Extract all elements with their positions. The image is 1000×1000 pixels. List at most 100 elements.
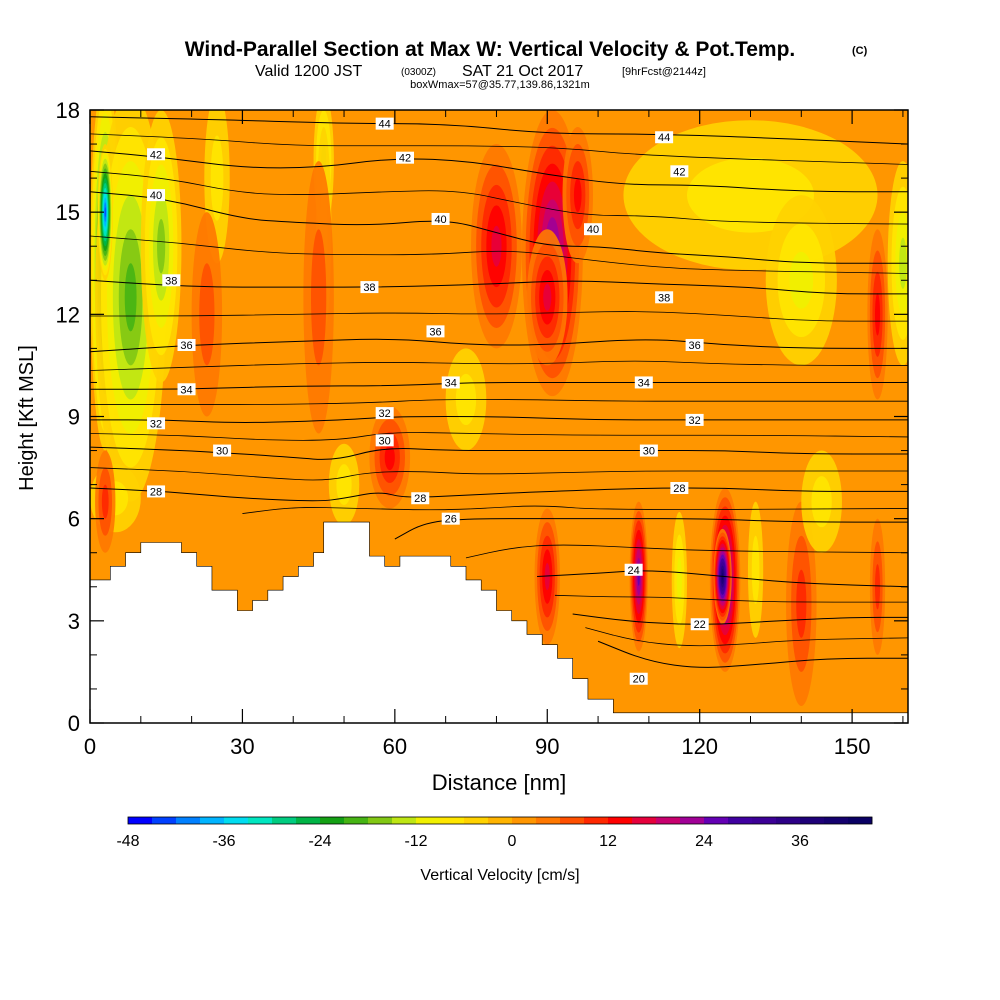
colorbar-swatch <box>344 817 369 824</box>
subtitle-forecast: [9hrFcst@2144z] <box>622 66 706 78</box>
colorbar-swatch <box>752 817 777 824</box>
contour-label: 22 <box>694 619 706 631</box>
contour-label-box <box>670 165 689 178</box>
colorbar-swatch <box>560 817 585 824</box>
theta-contour-minor <box>90 432 908 441</box>
contour-label: 26 <box>445 514 457 526</box>
theta-contour-minor <box>90 399 908 405</box>
w-contour-band <box>796 569 807 638</box>
colorbar-tick-label: 12 <box>599 833 617 850</box>
y-tick-label: 0 <box>68 711 80 736</box>
colorbar-label: Vertical Velocity [cm/s] <box>420 867 579 884</box>
x-tick-label: 60 <box>383 734 407 759</box>
theta-contour-minor <box>465 544 908 559</box>
w-contour-band <box>573 178 582 213</box>
colorbar-tick-label: 0 <box>508 833 517 850</box>
contour-label-box <box>583 223 602 236</box>
theta-contour-38 <box>90 279 908 295</box>
contour-label-box <box>177 383 196 396</box>
colorbar-swatch <box>848 817 873 824</box>
theta-contours <box>90 116 908 668</box>
w-contour-band <box>311 229 327 366</box>
colorbar-swatch <box>200 817 225 824</box>
w-contour-band <box>751 535 760 604</box>
theta-contour-minor <box>90 467 908 481</box>
contour-label: 24 <box>628 565 640 577</box>
contour-label-box <box>162 274 181 287</box>
colorbar-swatch <box>248 817 273 824</box>
w-cell <box>303 161 334 434</box>
colorbar-swatch <box>824 817 849 824</box>
colorbar-swatch <box>296 817 321 824</box>
subtitle-utc: (0300Z) <box>401 67 436 78</box>
contour-label-box <box>685 413 704 426</box>
theta-contour-minor <box>242 505 908 514</box>
w-cell <box>867 229 888 400</box>
colorbar-swatch <box>704 817 729 824</box>
w-cell <box>534 508 560 645</box>
colorbar-tick-label: 24 <box>695 833 713 850</box>
contour-label-box <box>441 376 460 389</box>
contour-label-box <box>375 434 394 447</box>
chart-title-mark: (C) <box>852 45 868 57</box>
w-cell <box>526 229 568 366</box>
contour-label: 44 <box>658 132 670 144</box>
contour-label-box <box>690 618 709 631</box>
w-cell <box>869 518 886 655</box>
x-tick-label: 30 <box>230 734 254 759</box>
colorbar-frame <box>127 816 873 825</box>
contour-label: 32 <box>379 408 391 420</box>
contour-label: 36 <box>180 340 192 352</box>
w-contour-band <box>384 444 395 471</box>
colorbar-tick-label: -24 <box>308 833 331 850</box>
contour-label: 40 <box>150 190 162 202</box>
theta-contour-minor <box>90 311 908 322</box>
w-cell <box>671 511 687 649</box>
w-cell <box>801 450 842 553</box>
w-cell <box>471 144 522 349</box>
contour-label-box <box>655 291 674 304</box>
colorbar-swatch <box>392 817 417 824</box>
theta-contour-minor <box>90 133 908 165</box>
contour-label-box <box>375 407 394 420</box>
x-axis: 0 30 60 90 120 150 <box>84 110 904 759</box>
w-contour-band <box>874 293 881 336</box>
w-cell <box>140 110 182 383</box>
contour-label: 42 <box>399 153 411 165</box>
x-tick-label: 90 <box>535 734 559 759</box>
theta-contour-34 <box>90 381 908 390</box>
contour-label-box <box>624 563 643 576</box>
contour-label: 30 <box>379 435 391 447</box>
y-tick-label: 9 <box>68 405 80 430</box>
colorbar-swatch <box>152 817 177 824</box>
theta-contour-minor <box>90 360 908 371</box>
theta-contour-42 <box>90 150 908 193</box>
theta-contour-minor <box>554 594 908 603</box>
w-contour-band <box>157 218 166 274</box>
colorbar-swatch <box>584 817 609 824</box>
contour-label: 20 <box>633 674 645 686</box>
contour-label: 44 <box>379 119 391 131</box>
theta-contour-minor <box>585 627 908 647</box>
y-tick-label: 6 <box>68 507 80 532</box>
w-cell <box>562 127 593 264</box>
contour-label-box <box>655 131 674 144</box>
contour-label-box <box>147 485 166 498</box>
contour-label-box <box>396 151 415 164</box>
contour-label-box <box>634 376 653 389</box>
y-tick-label: 12 <box>56 302 80 327</box>
contour-label: 40 <box>434 214 446 226</box>
colorbar-tick-label: -12 <box>404 833 427 850</box>
y-tick-label: 15 <box>56 200 80 225</box>
colorbar-swatch <box>608 817 633 824</box>
contour-label-box <box>147 417 166 430</box>
colorbar-swatch <box>176 817 201 824</box>
colorbar-swatch <box>320 817 345 824</box>
w-cell <box>95 450 116 553</box>
w-cell <box>191 212 223 417</box>
w-contour-band <box>124 263 137 332</box>
contour-label-box <box>639 444 658 457</box>
contour-label-box <box>431 212 450 225</box>
